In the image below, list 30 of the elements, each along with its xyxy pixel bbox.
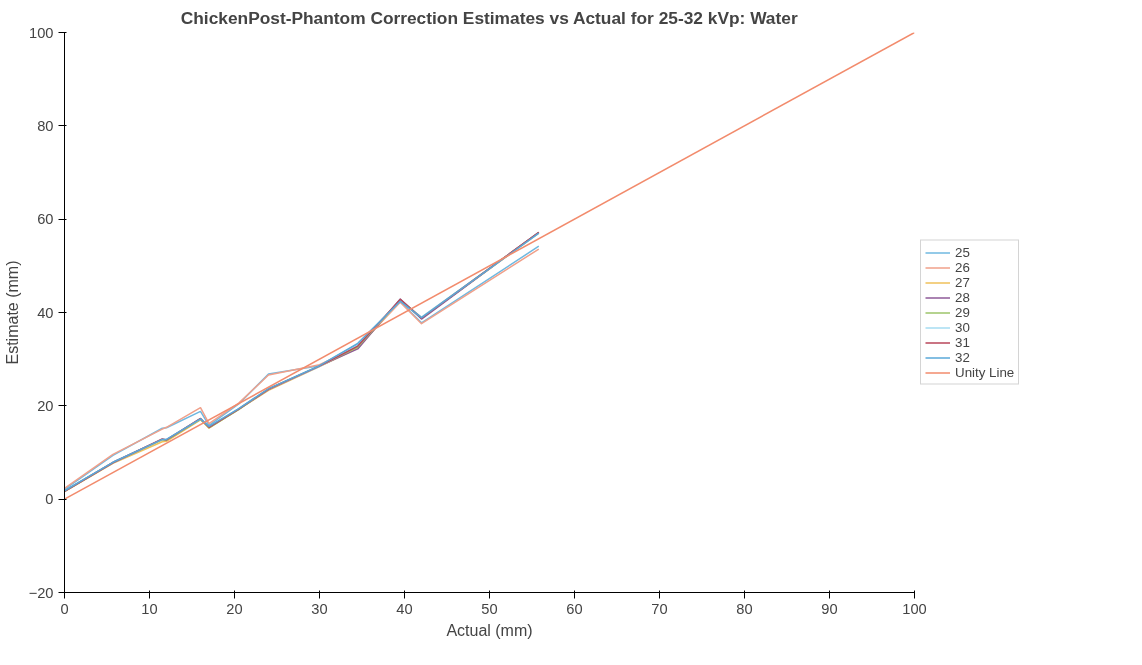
y-axis-title: Estimate (mm) (3, 260, 21, 365)
y-tick-label: 40 (37, 304, 54, 321)
x-tick-label: 20 (226, 600, 243, 617)
y-tick-label: 0 (45, 491, 54, 508)
x-tick-label: 80 (736, 600, 753, 617)
x-tick-label: 10 (141, 600, 158, 617)
x-tick-label: 50 (481, 600, 498, 617)
legend-label: 25 (955, 244, 971, 260)
x-tick-label: 90 (821, 600, 838, 617)
legend-label: 29 (955, 304, 971, 320)
x-tick-label: 60 (566, 600, 583, 617)
legend-label: Unity Line (955, 364, 1015, 380)
legend-label: 32 (955, 349, 971, 365)
x-tick-label: 40 (396, 600, 413, 617)
y-tick-label: −20 (28, 584, 54, 601)
legend-label: 28 (955, 289, 971, 305)
y-tick-label: 100 (29, 24, 54, 41)
y-tick-label: 20 (37, 397, 54, 414)
x-tick-label: 100 (902, 600, 927, 617)
legend-label: 27 (955, 274, 971, 290)
y-tick-label: 80 (37, 117, 54, 134)
chart-title: ChickenPost-Phantom Correction Estimates vs Actual for 25-32 kVp: Water (180, 7, 798, 28)
x-tick-label: 0 (60, 600, 69, 617)
legend-label: 31 (955, 334, 971, 350)
legend-label: 30 (955, 319, 971, 335)
x-tick-label: 30 (311, 600, 328, 617)
legend-label: 26 (955, 259, 971, 275)
x-axis-title: Actual (mm) (446, 621, 533, 639)
x-tick-label: 70 (651, 600, 668, 617)
y-tick-label: 60 (37, 211, 54, 228)
